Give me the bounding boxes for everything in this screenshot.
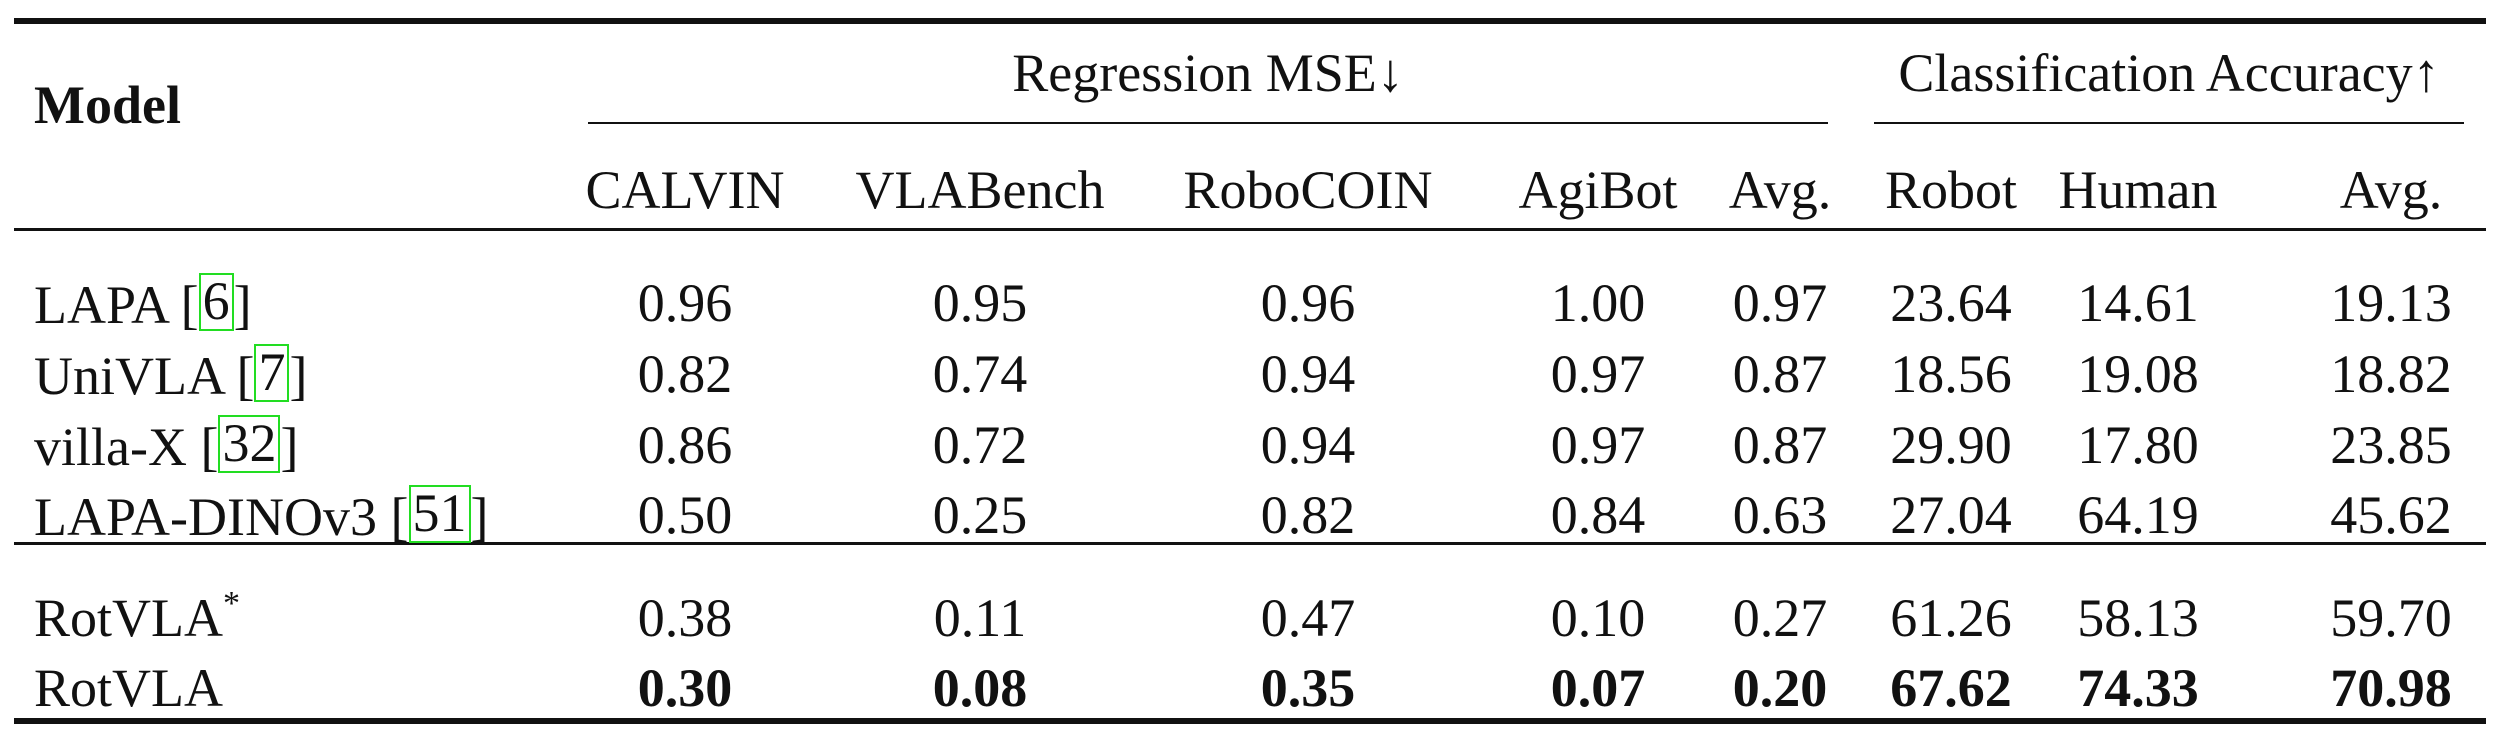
citation-close-bracket: ] — [233, 275, 252, 335]
citation-open-bracket: [ — [236, 346, 255, 406]
value-robot: 23.64 — [1890, 273, 2012, 333]
value-calvin: 0.86 — [637, 415, 733, 475]
value-vlabench: 0.11 — [933, 588, 1027, 648]
citation-open-bracket: [ — [390, 487, 409, 547]
value-human: 58.13 — [2077, 588, 2199, 648]
value-robocoin: 0.94 — [1260, 344, 1356, 404]
model-name-cell: LAPA [6] — [34, 273, 574, 335]
value-calvin: 0.38 — [637, 588, 733, 648]
value-vlabench: 0.95 — [932, 273, 1028, 333]
value-human: 19.08 — [2077, 344, 2199, 404]
value-vlabench: 0.25 — [932, 485, 1028, 545]
value-classification-avg: 70.98 — [2330, 658, 2452, 718]
value-regression-avg: 0.20 — [1732, 658, 1828, 718]
citation-link[interactable]: 51 — [408, 485, 471, 543]
citation-link[interactable]: 6 — [198, 273, 234, 331]
value-vlabench: 0.72 — [932, 415, 1028, 475]
top-rule — [14, 18, 2486, 24]
col-header-robot: Robot — [1884, 160, 2018, 220]
model-name: LAPA — [34, 275, 181, 335]
col-header-robocoin: RoboCOIN — [1183, 160, 1433, 220]
model-name: UniVLA — [34, 346, 237, 406]
value-human: 17.80 — [2077, 415, 2199, 475]
value-robot: 29.90 — [1890, 415, 2012, 475]
model-name: LAPA-DINOv3 — [34, 487, 391, 547]
value-agibot: 0.07 — [1550, 658, 1646, 718]
value-classification-avg: 18.82 — [2330, 344, 2452, 404]
value-calvin: 0.30 — [637, 658, 733, 718]
citation-link[interactable]: 7 — [254, 344, 290, 402]
value-robot: 61.26 — [1890, 588, 2012, 648]
citation-close-bracket: ] — [280, 417, 299, 477]
col-header-calvin: CALVIN — [585, 160, 785, 220]
model-name-cell: RotVLA* — [34, 585, 574, 649]
model-name: RotVLA — [34, 658, 223, 718]
value-human: 64.19 — [2077, 485, 2199, 545]
value-classification-avg: 59.70 — [2330, 588, 2452, 648]
col-header-agibot: AgiBot — [1518, 160, 1678, 220]
citation-open-bracket: [ — [200, 417, 219, 477]
model-name: RotVLA — [34, 588, 223, 648]
value-calvin: 0.82 — [637, 344, 733, 404]
model-name: villa-X — [34, 417, 201, 477]
group-separator-rule — [14, 542, 2486, 545]
col-header-vlabench: VLABench — [855, 160, 1105, 220]
value-robot: 27.04 — [1890, 485, 2012, 545]
model-name-cell: LAPA-DINOv3 [51] — [34, 485, 574, 547]
value-robocoin: 0.82 — [1260, 485, 1356, 545]
citation-open-bracket: [ — [180, 275, 199, 335]
citation-close-bracket: ] — [289, 346, 308, 406]
value-human: 14.61 — [2077, 273, 2199, 333]
classification-group-header: Classification Accuracy↑ — [1898, 43, 2440, 103]
col-header-classification-avg: Avg. — [2339, 160, 2443, 220]
value-classification-avg: 23.85 — [2330, 415, 2452, 475]
model-superscript: * — [223, 585, 240, 622]
bottom-rule — [14, 718, 2486, 724]
value-regression-avg: 0.97 — [1732, 273, 1828, 333]
col-header-human: Human — [2058, 160, 2218, 220]
value-human: 74.33 — [2077, 658, 2199, 718]
value-classification-avg: 45.62 — [2330, 485, 2452, 545]
value-agibot: 0.84 — [1550, 485, 1646, 545]
value-calvin: 0.96 — [637, 273, 733, 333]
model-name-cell: RotVLA — [34, 658, 574, 718]
value-robot: 18.56 — [1890, 344, 2012, 404]
value-regression-avg: 0.63 — [1732, 485, 1828, 545]
value-robocoin: 0.94 — [1260, 415, 1356, 475]
value-regression-avg: 0.87 — [1732, 415, 1828, 475]
value-regression-avg: 0.87 — [1732, 344, 1828, 404]
value-agibot: 0.10 — [1550, 588, 1646, 648]
citation-close-bracket: ] — [470, 487, 489, 547]
model-name-cell: UniVLA [7] — [34, 344, 574, 406]
value-agibot: 0.97 — [1550, 344, 1646, 404]
value-agibot: 1.00 — [1550, 273, 1646, 333]
classification-group-rule — [1874, 122, 2464, 124]
results-table: Model Regression MSE↓ Classification Acc… — [14, 18, 2486, 726]
value-vlabench: 0.74 — [932, 344, 1028, 404]
value-robot: 67.62 — [1890, 658, 2012, 718]
col-header-regression-avg: Avg. — [1728, 160, 1832, 220]
citation-link[interactable]: 32 — [218, 415, 281, 473]
model-header: Model — [34, 75, 181, 135]
value-classification-avg: 19.13 — [2330, 273, 2452, 333]
model-name-cell: villa-X [32] — [34, 415, 574, 477]
value-regression-avg: 0.27 — [1732, 588, 1828, 648]
value-calvin: 0.50 — [637, 485, 733, 545]
regression-group-rule — [588, 122, 1828, 124]
value-agibot: 0.97 — [1550, 415, 1646, 475]
value-robocoin: 0.47 — [1260, 588, 1356, 648]
regression-group-header: Regression MSE↓ — [1012, 43, 1404, 103]
header-rule — [14, 228, 2486, 231]
value-vlabench: 0.08 — [932, 658, 1028, 718]
value-robocoin: 0.96 — [1260, 273, 1356, 333]
value-robocoin: 0.35 — [1260, 658, 1356, 718]
